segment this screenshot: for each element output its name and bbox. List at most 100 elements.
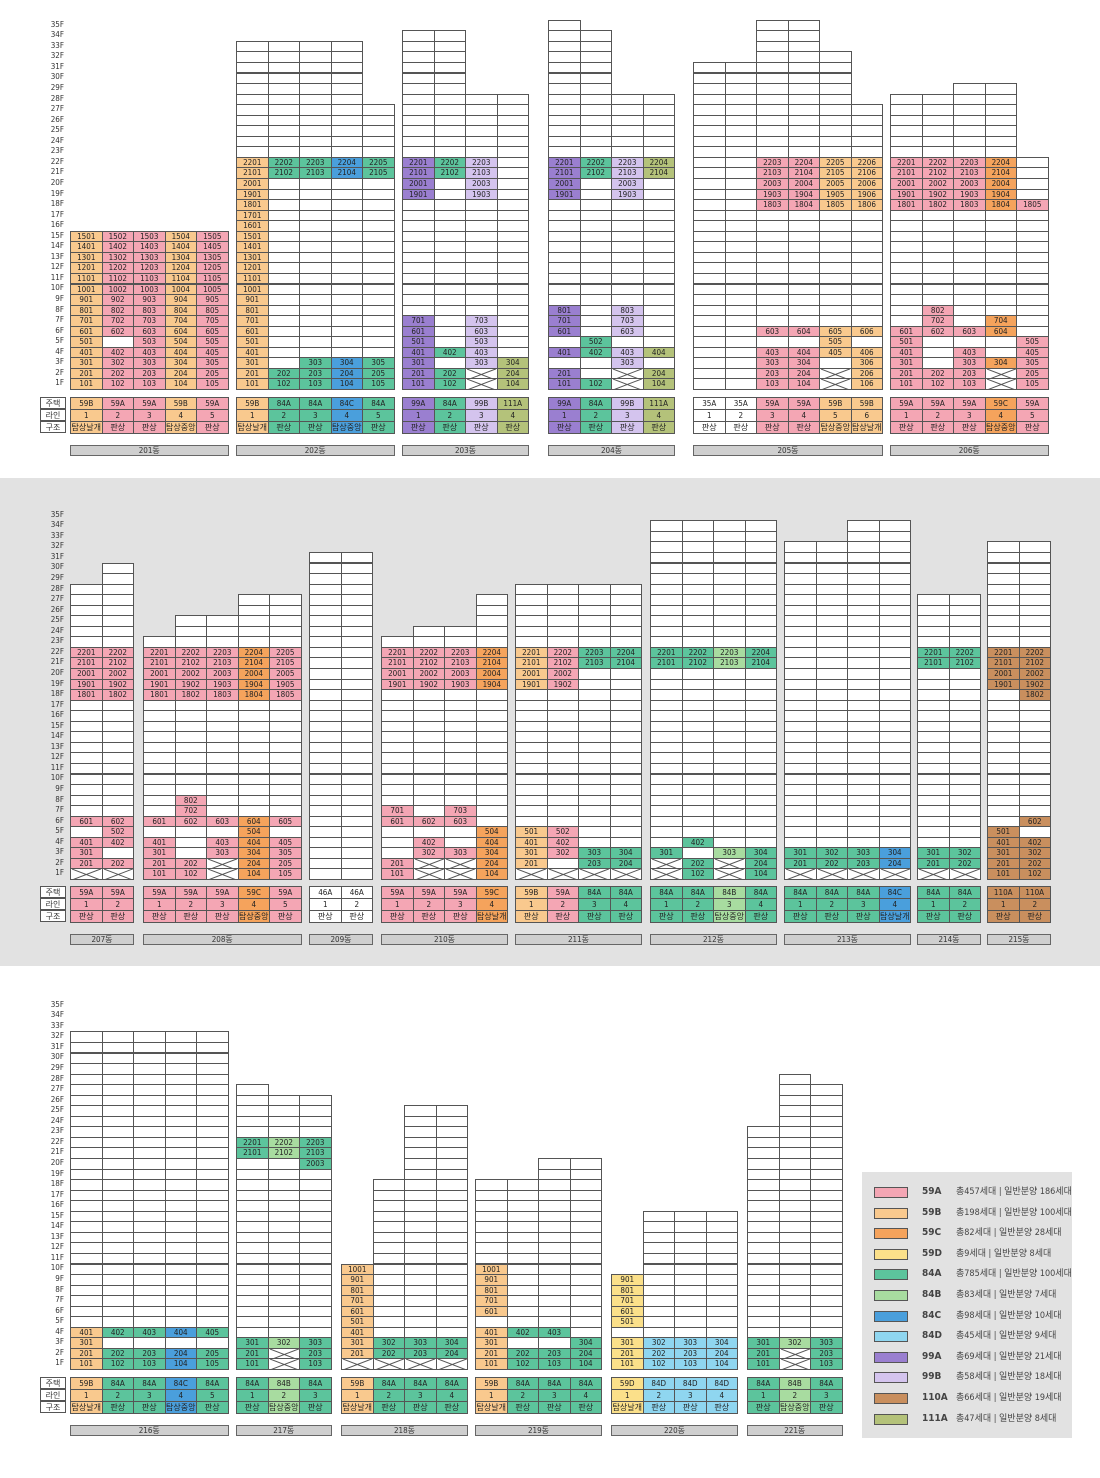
unit-cell: [569, 1179, 602, 1191]
unit-cell: [569, 1158, 602, 1170]
unit-cell: 2002: [546, 668, 579, 680]
unit-cell: 802: [921, 304, 954, 317]
unit-cell: [787, 304, 820, 317]
unit-cell: [984, 230, 1017, 243]
unit-cell: [372, 1284, 405, 1297]
unit-cell: 801: [475, 1284, 508, 1297]
unit-cell: [984, 146, 1017, 158]
unit-cell: [1018, 625, 1051, 638]
unit-cell: [267, 93, 300, 106]
legend-text: 총785세대 | 일반분양 100세대: [956, 1269, 1072, 1280]
unit-cell: 1001: [475, 1263, 508, 1276]
unit-cell: 602: [921, 325, 954, 338]
pilotis-cell: [412, 868, 445, 880]
unit-cell: [496, 241, 529, 253]
info-st: 판상: [548, 421, 581, 434]
unit-cell: 302: [546, 847, 579, 859]
unit-cell: 1802: [174, 689, 207, 701]
unit-cell: [579, 40, 612, 53]
unit-cell: 2001: [987, 668, 1020, 680]
unit-cell: [847, 826, 880, 838]
unit-cell: 403: [206, 836, 239, 849]
unit-cell: 301: [402, 357, 435, 369]
unit-cell: [819, 241, 852, 253]
unit-cell: [756, 230, 789, 243]
unit-cell: [435, 1284, 468, 1297]
unit-cell: [435, 1115, 468, 1128]
unit-cell: [693, 325, 726, 338]
unit-cell: [693, 262, 726, 274]
floor-label: 24F: [50, 1115, 64, 1125]
unit-cell: [196, 1221, 229, 1233]
unit-cell: [948, 784, 981, 796]
unit-cell: 303: [444, 847, 477, 859]
unit-cell: [309, 678, 342, 691]
dong-label: 205동: [693, 445, 883, 456]
unit-cell: [756, 51, 789, 63]
unit-cell: [402, 294, 435, 306]
legend-text: 총45세대 | 일반분양 9세대: [956, 1331, 1057, 1342]
legend-code: 59A: [922, 1186, 942, 1197]
unit-cell: 403: [133, 346, 166, 359]
unit-cell: [101, 1316, 134, 1328]
unit-cell: 504: [475, 826, 508, 838]
unit-cell: 1901: [402, 188, 435, 201]
unit-cell: [953, 304, 986, 317]
unit-cell: [921, 272, 954, 285]
unit-cell: [819, 61, 852, 74]
unit-cell: [101, 1168, 134, 1181]
unit-cell: [917, 805, 950, 817]
unit-cell: [724, 283, 757, 296]
unit-cell: [299, 1326, 332, 1339]
unit-cell: 604: [164, 325, 197, 338]
unit-cell: [681, 689, 714, 701]
unit-cell: [404, 1179, 437, 1191]
unit-cell: [642, 315, 675, 327]
info-st: 탑상날개: [70, 1401, 103, 1414]
unit-cell: [724, 367, 757, 380]
dong-label: 211동: [515, 934, 642, 945]
unit-cell: [778, 1326, 811, 1339]
unit-cell: 501: [611, 1316, 644, 1328]
info-st: 판상: [404, 1401, 437, 1414]
unit-cell: 204: [787, 367, 820, 380]
unit-cell: 102: [506, 1358, 539, 1370]
unit-cell: [133, 1189, 166, 1202]
unit-cell: [435, 1326, 468, 1339]
unit-cell: [784, 689, 817, 701]
floor-label: 32F: [50, 541, 64, 551]
unit-cell: [609, 826, 642, 838]
floor-label: 17F: [50, 699, 64, 709]
unit-cell: [578, 720, 611, 733]
unit-cell: 204: [164, 367, 197, 380]
unit-cell: [650, 826, 683, 838]
unit-cell: 105: [269, 868, 302, 880]
unit-cell: [236, 1158, 269, 1170]
unit-cell: [362, 114, 395, 127]
unit-cell: [70, 1147, 103, 1159]
unit-cell: [548, 262, 581, 274]
unit-cell: [693, 199, 726, 211]
floor-label: 18F: [50, 199, 64, 209]
unit-cell: [948, 678, 981, 691]
unit-cell: [267, 1316, 300, 1328]
unit-cell: [402, 114, 435, 127]
unit-cell: [724, 167, 757, 179]
info-st: 판상: [444, 910, 477, 923]
unit-cell: [70, 1316, 103, 1328]
unit-cell: [681, 551, 714, 564]
unit-cell: [70, 752, 103, 764]
info-st: 판상: [299, 421, 332, 434]
unit-cell: [133, 1084, 166, 1096]
unit-cell: 202: [433, 367, 466, 380]
unit-cell: [713, 583, 746, 596]
unit-cell: [819, 294, 852, 306]
unit-cell: [810, 1305, 843, 1318]
info-st: 판상: [724, 421, 757, 434]
unit-cell: [815, 541, 848, 553]
unit-cell: [101, 1295, 134, 1307]
unit-cell: [609, 794, 642, 807]
unit-cell: 1302: [101, 251, 134, 264]
unit-cell: [569, 1316, 602, 1328]
unit-cell: [101, 1337, 134, 1349]
